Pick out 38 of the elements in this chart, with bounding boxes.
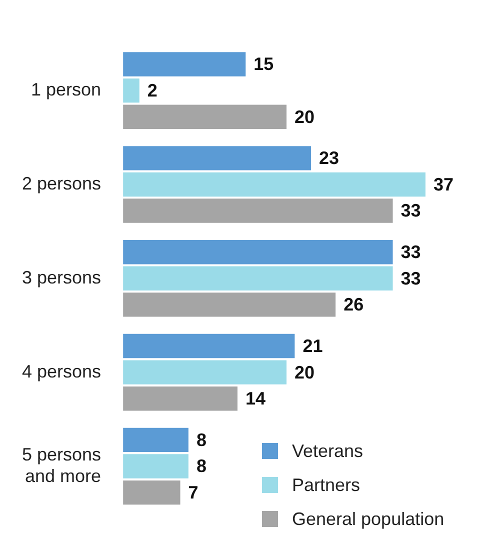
data-label: 15	[254, 54, 274, 74]
legend-label: General population	[292, 508, 444, 530]
bar	[123, 386, 238, 411]
bar	[123, 78, 140, 103]
data-label: 33	[400, 242, 421, 262]
y-tick-label: 4 persons	[22, 361, 102, 382]
legend-label: Partners	[292, 474, 360, 496]
bar	[123, 240, 393, 264]
bar	[123, 172, 426, 197]
bar	[123, 454, 188, 478]
bar	[123, 198, 393, 223]
data-label: 33	[400, 200, 421, 221]
bar	[123, 334, 295, 358]
bar	[123, 52, 246, 76]
bar	[123, 480, 180, 505]
data-label: 23	[319, 148, 340, 168]
data-label: 2	[147, 80, 158, 101]
bar	[123, 146, 312, 170]
y-tick-label: 3 persons	[22, 267, 102, 288]
y-tick-label: 5 persons and more	[22, 444, 102, 486]
data-label: 20	[294, 362, 315, 382]
bar	[123, 292, 336, 317]
bar	[123, 104, 287, 129]
data-label: 8	[196, 430, 206, 450]
bar	[123, 428, 188, 452]
data-label: 7	[188, 482, 198, 503]
data-label: 14	[245, 388, 266, 409]
legend-label: Veterans	[292, 440, 364, 462]
data-label: 33	[400, 268, 421, 288]
bar	[123, 266, 393, 290]
y-tick-label: 2 persons	[22, 173, 102, 194]
data-label: 21	[302, 336, 323, 356]
y-tick-label: 1 person	[30, 80, 102, 100]
data-label: 8	[196, 456, 206, 476]
data-label: 26	[344, 294, 364, 315]
bar	[123, 360, 287, 384]
data-label: 20	[294, 106, 315, 127]
data-label: 37	[433, 174, 454, 194]
